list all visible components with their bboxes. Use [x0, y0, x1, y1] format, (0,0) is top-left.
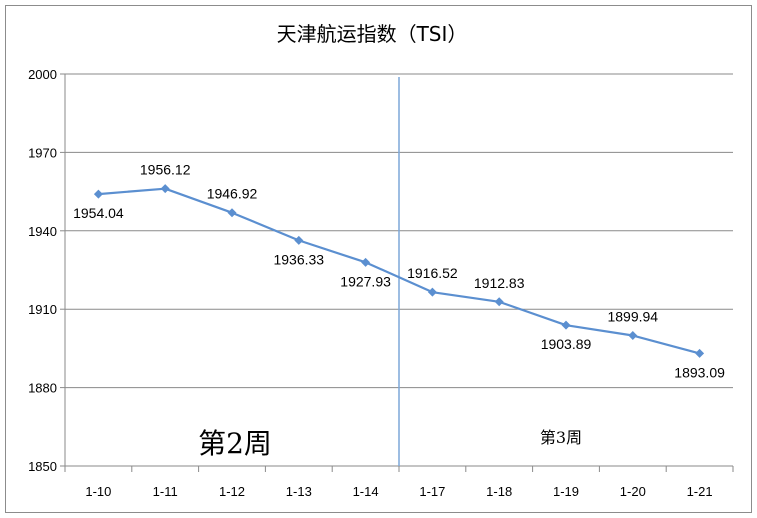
data-label-1-20: 1899.94	[607, 308, 658, 324]
y-tick-label-1940: 1940	[28, 224, 57, 239]
y-tick-label-1880: 1880	[28, 381, 57, 396]
series-tsi	[93, 184, 705, 358]
data-point-1-14	[361, 257, 371, 267]
chart-title: 天津航运指数（TSI）	[277, 22, 468, 46]
y-tick-label-1910: 1910	[28, 302, 57, 317]
data-label-1-19: 1903.89	[541, 336, 592, 352]
x-tick-label-1-21: 1-21	[687, 484, 713, 499]
x-tick-label-1-12: 1-12	[219, 484, 245, 499]
week-2-label: 第2周	[198, 427, 272, 460]
y-tick-label-2000: 2000	[28, 67, 57, 82]
data-label-1-18: 1912.83	[474, 275, 525, 291]
data-point-1-11	[160, 184, 170, 194]
x-tick-label-1-11: 1-11	[153, 484, 178, 499]
data-point-1-19	[561, 320, 571, 330]
x-tick-label-1-19: 1-19	[553, 484, 579, 499]
series-line	[98, 187, 700, 355]
x-tick-label-1-10: 1-10	[85, 484, 111, 499]
data-label-1-13: 1936.33	[273, 251, 324, 267]
data-labels: 1954.04 1956.12 1946.92 1936.33 1927.93 1916.…	[73, 162, 725, 381]
data-point-1-21	[695, 348, 705, 358]
data-point-1-20	[628, 330, 638, 340]
data-point-1-10	[93, 189, 103, 199]
data-label-1-14: 1927.93	[340, 273, 391, 289]
x-tick-label-1-17: 1-17	[419, 484, 445, 499]
week-annotations: 第2周 第3周	[198, 427, 582, 460]
data-point-1-17	[427, 287, 437, 297]
data-label-1-10: 1954.04	[73, 205, 124, 221]
x-tick-label-1-14: 1-14	[353, 484, 379, 499]
data-label-1-17: 1916.52	[407, 265, 458, 281]
chart-frame	[5, 5, 752, 513]
week-3-label: 第3周	[540, 428, 582, 447]
x-tick-label-1-13: 1-13	[286, 484, 312, 499]
x-tick-label-1-18: 1-18	[486, 484, 512, 499]
data-point-1-13	[294, 235, 304, 245]
y-axis-ticks: 1850 1880 1910 1940 1970 2000	[28, 67, 57, 474]
x-tick-label-1-20: 1-20	[620, 484, 646, 499]
data-label-1-11: 1956.12	[140, 162, 191, 178]
data-label-1-21: 1893.09	[674, 364, 725, 380]
grid-lines	[60, 73, 733, 467]
data-point-1-12	[227, 208, 237, 218]
data-point-1-18	[494, 297, 504, 307]
y-tick-label-1970: 1970	[28, 145, 57, 160]
y-tick-label-1850: 1850	[28, 459, 57, 474]
data-label-1-12: 1946.92	[207, 186, 258, 202]
x-axis-ticks: 1-10 1-11 1-12 1-13 1-14 1-17 1-18 1-19 1-20 1-21	[64, 466, 734, 499]
